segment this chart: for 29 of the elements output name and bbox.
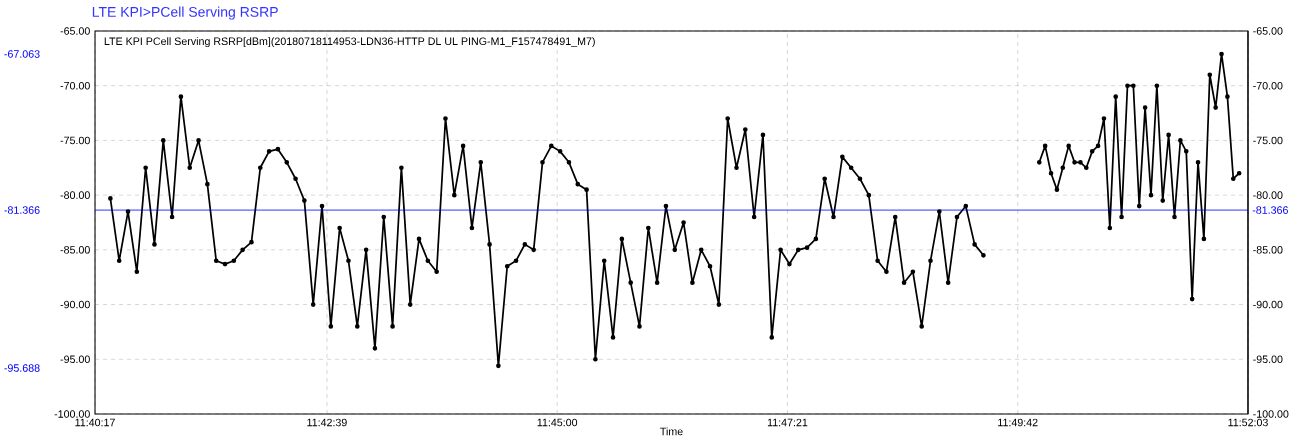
y2-tick-label: -75.00 — [1253, 136, 1283, 145]
y2-tick-label: -80.00 — [1253, 191, 1283, 199]
y2-tick-label: -65.00 — [1253, 27, 1283, 35]
x-tick-label: 11:49:42 — [998, 418, 1038, 427]
y2-tick-label: -85.00 — [1253, 246, 1283, 254]
text: -95.688 — [4, 364, 40, 372]
y-tick-label: -75.00 — [60, 136, 90, 145]
y-tick-label: -95.00 — [60, 355, 90, 364]
y-tick-label: -80.00 — [60, 191, 90, 199]
ref-line-label: -81.366 — [1252, 206, 1288, 214]
chart-title: LTE KPI>PCell Serving RSRP — [92, 6, 278, 20]
y2-tick-label: -95.00 — [1253, 355, 1283, 364]
y-tick-label: -85.00 — [60, 246, 90, 254]
y-tick-label: -65.00 — [60, 27, 90, 35]
y2-tick-label: -90.00 — [1253, 300, 1283, 309]
x-tick-label: 11:52:03 — [1228, 418, 1268, 427]
x-axis-title: Time — [660, 427, 683, 436]
x-tick-label: 11:47:21 — [767, 418, 808, 427]
y-tick-label: -70.00 — [60, 81, 90, 90]
x-tick-label: 11:42:39 — [307, 418, 347, 427]
x-tick-label: 11:40:17 — [75, 418, 115, 427]
y-tick-label: -90.00 — [60, 300, 90, 309]
y2-tick-label: -100.00 — [1253, 410, 1289, 418]
text: -81.366 — [4, 206, 40, 214]
text: -67.063 — [4, 50, 40, 58]
y-tick-label: -100.00 — [54, 410, 90, 418]
x-tick-label: 11:45:00 — [537, 418, 578, 427]
text: LTE KPI PCell Serving RSRP[dBm](20180718114953-LDN36-HTTP DL UL PING-M1_F157478491_M7) — [104, 37, 595, 48]
y2-tick-label: -70.00 — [1253, 81, 1283, 90]
